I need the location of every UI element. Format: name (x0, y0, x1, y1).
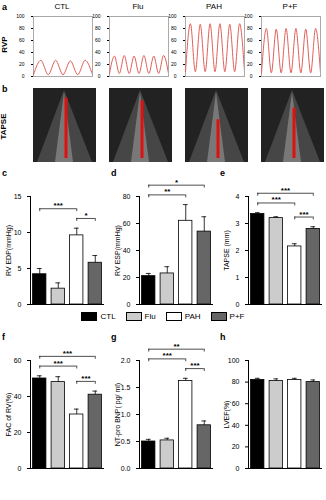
svg-text:2.0: 2.0 (121, 357, 131, 364)
svg-text:RV EDP(mmHg): RV EDP(mmHg) (5, 225, 13, 276)
svg-text:20: 20 (95, 61, 101, 67)
svg-text:40: 40 (171, 49, 177, 55)
svg-text:80: 80 (171, 25, 177, 31)
html-text:e: e (220, 168, 225, 178)
html-text:c: c (2, 168, 7, 178)
html-text:Flu: Flu (144, 312, 156, 321)
html-text:CTL: CTL (100, 312, 116, 321)
svg-text:40: 40 (123, 247, 131, 254)
svg-text:0: 0 (174, 73, 177, 79)
html-text:P+F: P+F (282, 2, 298, 11)
svg-text:0: 0 (98, 73, 101, 79)
svg-text:***: *** (190, 361, 200, 370)
svg-text:40: 40 (95, 49, 101, 55)
svg-text:LVEF(%): LVEF(%) (223, 401, 231, 429)
svg-text:20: 20 (19, 61, 25, 67)
svg-text:20: 20 (14, 429, 22, 436)
html-text:b: b (2, 84, 8, 94)
svg-text:80: 80 (95, 25, 101, 31)
svg-text:20: 20 (247, 61, 253, 67)
svg-text:60: 60 (14, 357, 22, 364)
svg-text:60: 60 (171, 37, 177, 43)
html-text:h: h (220, 332, 226, 342)
svg-text:***: *** (54, 201, 64, 210)
svg-text:0: 0 (22, 73, 25, 79)
svg-text:**: ** (164, 187, 171, 196)
svg-text:60: 60 (247, 37, 253, 43)
svg-text:1.0: 1.0 (121, 411, 131, 418)
svg-text:40: 40 (247, 49, 253, 55)
svg-text:10: 10 (14, 229, 22, 236)
svg-text:100: 100 (168, 13, 177, 19)
svg-text:60: 60 (19, 37, 25, 43)
svg-text:4: 4 (236, 193, 240, 200)
svg-text:***: *** (54, 359, 64, 368)
svg-text:***: *** (163, 351, 173, 360)
svg-text:100: 100 (16, 13, 25, 19)
html-text:PAH: PAH (184, 312, 201, 321)
html-text:a: a (2, 2, 7, 12)
svg-text:80: 80 (232, 378, 240, 385)
svg-text:20: 20 (123, 274, 131, 281)
svg-text:80: 80 (19, 25, 25, 31)
svg-text:NT-pro BNP( pg/ ml): NT-pro BNP( pg/ ml) (114, 383, 122, 446)
html-text:CTL: CTL (54, 2, 70, 11)
svg-text:0: 0 (18, 465, 22, 472)
svg-text:***: *** (272, 195, 282, 204)
svg-text:40: 40 (232, 422, 240, 429)
svg-text:FAC of RV(%): FAC of RV(%) (5, 393, 13, 437)
svg-text:0: 0 (236, 301, 240, 308)
svg-text:0: 0 (250, 73, 253, 79)
svg-text:0.5: 0.5 (121, 438, 131, 445)
html-text:RVP: RVP (0, 36, 9, 53)
svg-text:3: 3 (236, 220, 240, 227)
svg-text:***: *** (299, 210, 309, 219)
html-text:d: d (111, 168, 117, 178)
svg-text:80: 80 (247, 25, 253, 31)
svg-text:RV ESP(mmHg): RV ESP(mmHg) (114, 225, 122, 276)
html-text:PAH: PAH (206, 2, 222, 11)
svg-text:0: 0 (236, 465, 240, 472)
html-text:f: f (2, 332, 5, 342)
svg-text:*: * (175, 178, 179, 187)
svg-text:***: *** (281, 186, 291, 195)
svg-text:5: 5 (18, 265, 22, 272)
svg-text:20: 20 (232, 443, 240, 450)
svg-text:15: 15 (14, 193, 22, 200)
svg-text:**: ** (173, 342, 180, 351)
svg-text:40: 40 (19, 49, 25, 55)
svg-text:100: 100 (244, 13, 253, 19)
svg-text:60: 60 (232, 400, 240, 407)
html-text:Flu: Flu (132, 2, 144, 11)
svg-text:1.5: 1.5 (121, 384, 131, 391)
svg-text:0: 0 (18, 301, 22, 308)
svg-text:100: 100 (228, 357, 240, 364)
svg-text:100: 100 (92, 13, 101, 19)
svg-text:20: 20 (171, 61, 177, 67)
svg-text:1: 1 (236, 274, 240, 281)
svg-text:0: 0 (127, 301, 131, 308)
svg-text:***: *** (63, 349, 73, 358)
svg-text:60: 60 (123, 220, 131, 227)
svg-text:TAPSE (mm): TAPSE (mm) (223, 230, 231, 271)
svg-text:80: 80 (123, 193, 131, 200)
html-text:g: g (111, 332, 117, 342)
svg-text:***: *** (81, 374, 91, 383)
svg-text:40: 40 (14, 393, 22, 400)
svg-text:*: * (84, 211, 88, 220)
svg-text:60: 60 (95, 37, 101, 43)
html-text:P+F: P+F (229, 312, 245, 321)
svg-text:2: 2 (236, 247, 240, 254)
svg-text:0.0: 0.0 (121, 465, 131, 472)
